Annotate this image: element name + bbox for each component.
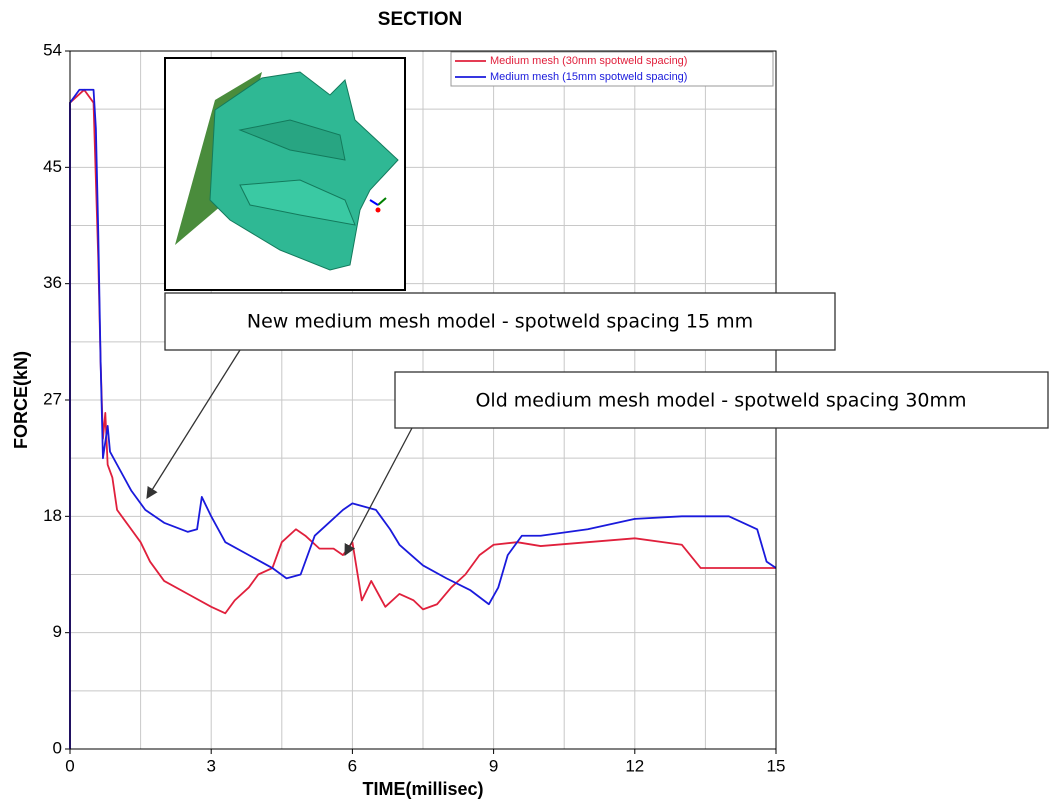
y-tick-label: 36 [43, 273, 62, 292]
annotation-text: Old medium mesh model - spotweld spacing… [475, 390, 966, 412]
x-tick-label: 9 [489, 756, 498, 775]
x-tick-label: 15 [767, 756, 786, 775]
y-tick-label: 9 [53, 622, 62, 641]
inset-image [165, 58, 405, 290]
y-axis-title: FORCE(kN) [11, 351, 31, 449]
y-tick-label: 27 [43, 389, 62, 408]
y-tick-label: 45 [43, 157, 62, 176]
y-tick-label: 54 [43, 40, 62, 59]
legend-label: Medium mesh (15mm spotweld spacing) [490, 71, 687, 83]
x-tick-label: 6 [348, 756, 357, 775]
chart: SECTION TIME(millisec) FORCE(kN) Medium … [0, 0, 1052, 803]
x-tick-label: 3 [206, 756, 215, 775]
x-tick-label: 0 [65, 756, 74, 775]
legend-label: Medium mesh (30mm spotweld spacing) [490, 55, 687, 67]
y-tick-label: 18 [43, 506, 62, 525]
x-axis-title: TIME(millisec) [362, 779, 483, 799]
y-tick-label: 0 [53, 738, 62, 757]
chart-title: SECTION [378, 9, 462, 30]
annotation-text: New medium mesh model - spotweld spacing… [247, 311, 753, 333]
x-tick-label: 12 [625, 756, 644, 775]
